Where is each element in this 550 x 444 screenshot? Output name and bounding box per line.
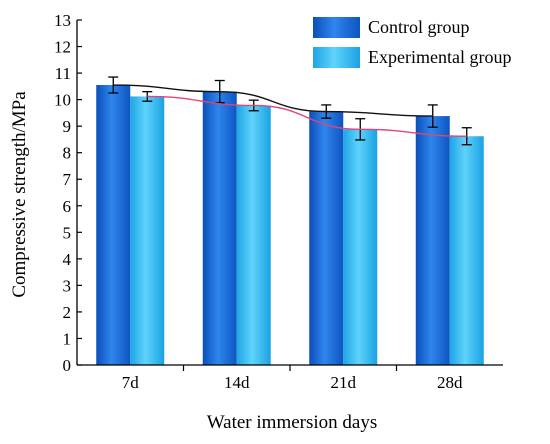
legend-label-1: Experimental group [368,47,511,67]
bar-1-28d [449,136,484,365]
trend-line-0 [113,84,433,117]
bars-layer [96,85,484,366]
x-tick-label-14d: 14d [224,373,250,392]
trend-line-1 [147,95,467,137]
y-tick-label-5: 5 [63,223,72,242]
bar-0-14d [202,91,237,366]
legend-label-0: Control group [368,17,470,37]
y-tick-label-8: 8 [63,144,72,163]
bar-0-28d [415,116,450,365]
bar-0-21d [309,111,344,365]
bar-1-7d [130,96,165,365]
y-tick-label-11: 11 [55,64,71,83]
legend-swatch-0 [313,17,360,38]
x-tick-label-7d: 7d [122,373,140,392]
trend-lines-layer [113,84,467,137]
y-tick-label-1: 1 [63,329,72,348]
x-tick-label-28d: 28d [437,373,463,392]
x-axis-title: Water immersion days [207,412,377,433]
x-tick-label-21d: 21d [331,373,357,392]
y-axis-title: Compressive strength/MPa [9,91,30,298]
y-tick-label-9: 9 [63,117,72,136]
bar-0-7d [96,85,131,366]
y-tick-label-10: 10 [54,91,71,110]
y-tick-label-12: 12 [54,38,71,57]
y-tick-label-13: 13 [54,11,71,30]
y-tick-label-2: 2 [63,303,72,322]
legend-swatch-1 [313,47,360,68]
y-tick-label-0: 0 [63,356,72,375]
legend: Control group Experimental group [313,17,511,68]
y-tick-label-3: 3 [63,276,72,295]
bar-1-21d [343,129,378,365]
y-tick-label-7: 7 [63,170,72,189]
y-tick-label-6: 6 [63,197,72,216]
y-tick-label-4: 4 [63,250,72,269]
bar-1-14d [236,105,271,365]
